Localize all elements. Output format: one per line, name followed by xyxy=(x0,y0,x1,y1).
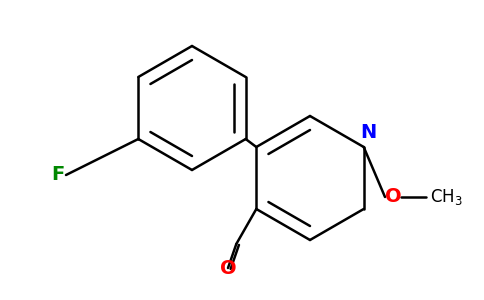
Text: CH$_3$: CH$_3$ xyxy=(430,187,463,207)
Text: O: O xyxy=(385,188,401,206)
Text: O: O xyxy=(220,259,236,278)
Text: F: F xyxy=(51,166,65,184)
Text: N: N xyxy=(360,124,376,142)
